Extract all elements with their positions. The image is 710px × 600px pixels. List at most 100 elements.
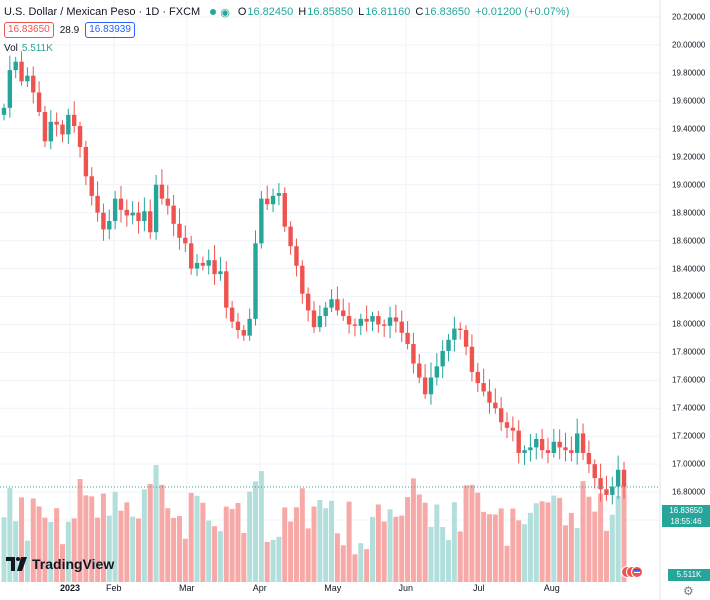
tradingview-logo[interactable]: TradingView bbox=[6, 556, 114, 572]
volume-bar bbox=[241, 533, 247, 582]
volume-bar bbox=[405, 497, 411, 582]
candle-body bbox=[136, 212, 141, 222]
buy-button[interactable]: 16.83939 bbox=[85, 22, 135, 38]
time-tick-label: Jun bbox=[398, 583, 414, 593]
volume-bar bbox=[428, 526, 434, 582]
volume-bar bbox=[352, 554, 358, 582]
candle-body bbox=[212, 260, 217, 275]
candle-body bbox=[516, 430, 521, 453]
candle-body bbox=[417, 363, 422, 378]
volume-bar bbox=[77, 479, 83, 582]
volume-bar bbox=[19, 497, 25, 582]
last-price-tag: 16.83650 18:55:46 bbox=[662, 505, 710, 527]
candle-body bbox=[329, 299, 334, 308]
candle-body bbox=[422, 377, 428, 395]
candle-body bbox=[563, 447, 568, 451]
volume-bar bbox=[42, 517, 48, 582]
candle-body bbox=[481, 383, 486, 392]
volume-bar bbox=[334, 533, 340, 582]
volume-bar bbox=[89, 496, 95, 582]
gear-icon[interactable]: ⚙ bbox=[683, 584, 694, 598]
volume-bar bbox=[7, 487, 13, 582]
candle-body bbox=[19, 61, 24, 82]
volume-bar bbox=[545, 502, 551, 582]
volume-bar bbox=[229, 508, 235, 582]
candle-body bbox=[153, 184, 159, 233]
volume-bars bbox=[1, 465, 627, 582]
volume-bar bbox=[124, 502, 130, 582]
volume-bar bbox=[393, 516, 399, 582]
volume-bar bbox=[381, 521, 387, 582]
symbol-title[interactable]: U.S. Dollar / Mexican Peso · 1D · FXCM bbox=[4, 6, 201, 18]
volume-bar bbox=[364, 549, 370, 582]
candle-body bbox=[259, 198, 264, 244]
price-tick-label: 20.00000 bbox=[672, 40, 706, 50]
low-value: 16.81160 bbox=[365, 6, 411, 18]
volume-bar bbox=[510, 508, 516, 582]
candle-body bbox=[604, 489, 609, 495]
candle-body bbox=[265, 198, 270, 205]
volume-bar bbox=[270, 539, 276, 582]
candle-body bbox=[498, 408, 504, 423]
price-tick-label: 19.60000 bbox=[672, 96, 706, 106]
volume-bar bbox=[522, 524, 528, 582]
candle-body bbox=[42, 112, 48, 142]
volume-bar bbox=[603, 530, 609, 582]
candle-body bbox=[148, 211, 153, 233]
sell-button[interactable]: 16.83650 bbox=[4, 22, 54, 38]
price-tick-label: 18.20000 bbox=[672, 291, 706, 301]
volume-bar bbox=[212, 526, 218, 582]
last-volume-tag: 5.511K bbox=[668, 569, 710, 581]
volume-bar bbox=[375, 504, 381, 582]
volume-legend[interactable]: Vol 5.511K bbox=[4, 43, 53, 54]
chart-grid bbox=[0, 0, 660, 582]
candle-body bbox=[493, 402, 498, 409]
candle-body bbox=[89, 176, 94, 196]
volume-bar bbox=[264, 541, 270, 582]
tradingview-logo-icon bbox=[6, 557, 27, 571]
candle-body bbox=[294, 246, 299, 266]
price-tick-label: 17.00000 bbox=[672, 459, 706, 469]
candle-body bbox=[218, 271, 223, 275]
candle-body bbox=[253, 243, 258, 319]
volume-bar bbox=[592, 511, 598, 582]
candle-body bbox=[621, 469, 627, 487]
volume-bar bbox=[118, 510, 124, 582]
eye-icon[interactable]: ◉ bbox=[220, 6, 230, 19]
volume-bar bbox=[369, 516, 375, 582]
tradingview-logo-text: TradingView bbox=[32, 556, 115, 572]
candle-body bbox=[598, 478, 603, 490]
candle-body bbox=[452, 328, 457, 340]
last-price-value: 16.83650 bbox=[669, 506, 703, 515]
candle-body bbox=[241, 330, 247, 336]
volume-bar bbox=[112, 491, 118, 582]
volume-bar bbox=[387, 509, 393, 582]
close-value: 16.83650 bbox=[424, 6, 471, 18]
time-tick-label: Feb bbox=[106, 583, 122, 593]
candle-body bbox=[66, 114, 71, 135]
price-tick-label: 17.20000 bbox=[672, 431, 706, 441]
candle-body bbox=[569, 450, 574, 453]
candle-body bbox=[575, 433, 580, 453]
volume-bar bbox=[206, 520, 212, 582]
volume-bar bbox=[153, 465, 159, 582]
candle-body bbox=[288, 226, 293, 247]
volume-bar bbox=[469, 484, 475, 582]
candle-body bbox=[341, 310, 346, 317]
us-flag-events-icon[interactable] bbox=[621, 565, 645, 579]
candle-body bbox=[528, 447, 533, 451]
volume-bar bbox=[30, 498, 36, 582]
candle-body bbox=[311, 310, 317, 328]
volume-bar bbox=[48, 521, 54, 582]
volume-bar bbox=[106, 515, 112, 582]
candle-body bbox=[370, 316, 375, 322]
volume-label: Vol bbox=[4, 43, 18, 54]
candle-body bbox=[364, 318, 369, 322]
candle-body bbox=[300, 265, 305, 294]
volume-bar bbox=[580, 481, 586, 582]
price-tick-label: 18.00000 bbox=[672, 319, 706, 329]
bar-countdown: 18:55:46 bbox=[670, 517, 702, 526]
price-tick-label: 19.40000 bbox=[672, 124, 706, 134]
time-tick-label: May bbox=[324, 583, 342, 593]
